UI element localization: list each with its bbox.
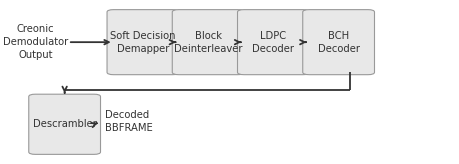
Text: Soft Decision
Demapper: Soft Decision Demapper xyxy=(110,31,175,54)
Text: Decoded
BBFRAME: Decoded BBFRAME xyxy=(105,110,152,133)
Text: Creonic
Demodulator
Output: Creonic Demodulator Output xyxy=(3,24,68,60)
Text: BCH
Decoder: BCH Decoder xyxy=(317,31,359,54)
Text: Block
Deinterleaver: Block Deinterleaver xyxy=(174,31,242,54)
Text: Descrambler: Descrambler xyxy=(33,119,96,129)
Text: LDPC
Decoder: LDPC Decoder xyxy=(252,31,294,54)
FancyBboxPatch shape xyxy=(302,10,374,75)
FancyBboxPatch shape xyxy=(172,10,244,75)
FancyBboxPatch shape xyxy=(107,10,179,75)
FancyBboxPatch shape xyxy=(29,94,101,154)
FancyBboxPatch shape xyxy=(237,10,308,75)
